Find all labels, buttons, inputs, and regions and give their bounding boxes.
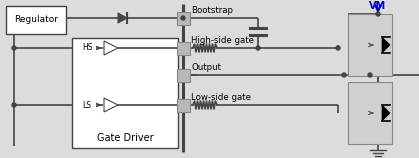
Circle shape (342, 73, 346, 77)
Text: High-side gate: High-side gate (191, 36, 254, 45)
Bar (348, 14, 392, 76)
Text: Output: Output (191, 63, 221, 72)
Polygon shape (104, 41, 118, 55)
Bar (6, 6, 66, 34)
Polygon shape (118, 13, 127, 23)
Circle shape (336, 46, 340, 50)
Text: Bootstrap: Bootstrap (191, 6, 233, 15)
Circle shape (12, 103, 16, 107)
Bar (177, 69, 190, 82)
Circle shape (376, 12, 380, 16)
Bar (177, 12, 190, 25)
Circle shape (181, 16, 185, 20)
Text: HS: HS (82, 43, 93, 52)
Polygon shape (382, 37, 390, 53)
Circle shape (368, 73, 372, 77)
Bar (177, 99, 190, 112)
Polygon shape (382, 105, 390, 121)
Text: VM: VM (370, 1, 387, 11)
Bar (72, 38, 178, 148)
Text: Regulator: Regulator (14, 15, 58, 24)
Circle shape (12, 46, 16, 50)
Text: LS: LS (82, 100, 91, 109)
Circle shape (256, 46, 260, 50)
Polygon shape (104, 98, 118, 112)
Text: Gate Driver: Gate Driver (97, 133, 153, 143)
Bar (177, 42, 190, 55)
Bar (348, 82, 392, 144)
Text: Low-side gate: Low-side gate (191, 93, 251, 102)
